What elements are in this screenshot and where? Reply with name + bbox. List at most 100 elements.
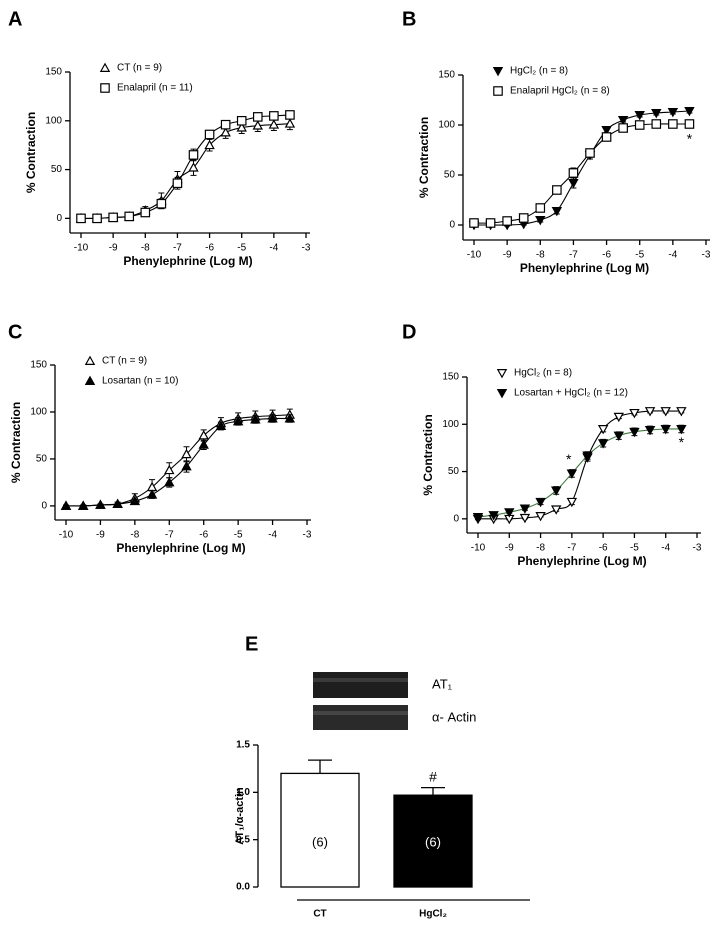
marker xyxy=(676,407,687,417)
marker xyxy=(232,415,244,426)
legend-label: Losartan (n = 10) xyxy=(102,376,178,387)
y-tick-label: 50 xyxy=(51,164,63,175)
marker xyxy=(613,431,625,442)
marker xyxy=(204,129,215,140)
legend-label: HgCl₂ (n = 8) xyxy=(514,368,572,379)
bar-label: (6) xyxy=(425,834,441,849)
y-axis-label: % Contraction xyxy=(421,414,435,495)
marker xyxy=(124,211,135,222)
y-tick-label: 50 xyxy=(444,170,456,181)
marker xyxy=(204,139,215,150)
x-axis-label: Phenylephrine (Log M) xyxy=(123,254,252,268)
panel-label: A xyxy=(8,8,22,30)
x-tick-label: -4 xyxy=(268,530,277,541)
panel-label: E xyxy=(245,633,258,655)
marker xyxy=(236,115,247,126)
x-tick-label: -10 xyxy=(74,243,89,254)
panel-label: D xyxy=(402,321,416,343)
annotation: * xyxy=(679,434,685,450)
marker xyxy=(164,476,175,487)
marker xyxy=(644,407,656,417)
panel-label: B xyxy=(402,8,416,30)
marker xyxy=(568,168,579,178)
marker xyxy=(172,178,183,189)
marker xyxy=(644,425,656,436)
x-tick-label: -10 xyxy=(471,543,486,554)
x-tick-label: -8 xyxy=(536,250,545,261)
marker xyxy=(535,512,546,522)
y-axis-label: % Contraction xyxy=(9,402,23,483)
marker xyxy=(284,118,296,128)
annotation: # xyxy=(429,768,437,784)
marker xyxy=(181,461,192,471)
marker xyxy=(504,508,515,518)
panel-label: C xyxy=(8,321,22,343)
x-tick-label: -9 xyxy=(505,543,514,554)
x-tick-label: -8 xyxy=(536,543,545,554)
marker xyxy=(613,412,625,423)
marker xyxy=(268,119,280,129)
legend-marker xyxy=(492,67,504,77)
marker xyxy=(519,504,531,514)
x-tick-label: -10 xyxy=(59,530,74,541)
annotation: * xyxy=(566,451,572,467)
marker xyxy=(634,120,645,130)
marker xyxy=(146,489,158,499)
marker xyxy=(668,119,678,129)
marker xyxy=(164,464,175,475)
marker xyxy=(188,162,199,172)
legend-label: Enalapril HgCl₂ (n = 8) xyxy=(510,86,610,97)
x-tick-label: -8 xyxy=(141,243,150,254)
marker xyxy=(198,430,209,440)
marker xyxy=(684,119,695,129)
marker xyxy=(629,408,640,419)
blot-label: α- Actin xyxy=(432,709,476,724)
y-tick-label: 0.0 xyxy=(236,882,250,893)
marker xyxy=(250,414,261,424)
marker xyxy=(472,512,484,523)
marker xyxy=(667,108,679,118)
x-tick-label: HgCl₂ xyxy=(419,909,447,920)
marker xyxy=(502,216,512,226)
x-tick-label: CT xyxy=(313,909,326,920)
blot-band-highlight xyxy=(313,711,408,715)
marker xyxy=(617,116,629,126)
y-tick-label: 50 xyxy=(448,466,460,477)
marker xyxy=(684,107,695,117)
marker xyxy=(535,216,546,226)
bar xyxy=(280,772,360,888)
x-axis-label: Phenylephrine (Log M) xyxy=(517,554,646,568)
bar xyxy=(393,794,473,888)
marker xyxy=(488,511,499,521)
y-axis-label: % Contraction xyxy=(24,112,38,193)
marker xyxy=(129,495,141,506)
annotation: * xyxy=(687,131,693,147)
y-tick-label: 150 xyxy=(442,372,459,383)
marker xyxy=(585,148,595,158)
x-tick-label: -4 xyxy=(269,243,278,254)
marker xyxy=(550,486,562,496)
marker xyxy=(550,505,562,515)
fit-curve xyxy=(80,114,290,219)
y-tick-label: 0 xyxy=(449,220,455,231)
marker xyxy=(566,469,578,479)
marker xyxy=(181,448,192,459)
legend-marker xyxy=(84,375,96,385)
fit-curve xyxy=(473,123,690,224)
y-tick-label: 100 xyxy=(45,115,62,126)
x-tick-label: -8 xyxy=(130,530,139,541)
blot-label: AT₁ xyxy=(432,676,453,691)
marker xyxy=(535,497,546,508)
x-tick-label: -6 xyxy=(205,243,214,254)
marker xyxy=(77,500,89,510)
legend-marker xyxy=(496,369,508,379)
y-tick-label: 0 xyxy=(41,501,47,512)
fit-curve xyxy=(477,428,682,518)
marker xyxy=(285,110,295,120)
bar-label: (6) xyxy=(312,834,328,849)
x-tick-label: -3 xyxy=(702,250,711,261)
x-tick-label: -5 xyxy=(237,243,246,254)
marker xyxy=(676,425,687,435)
marker xyxy=(660,425,671,435)
